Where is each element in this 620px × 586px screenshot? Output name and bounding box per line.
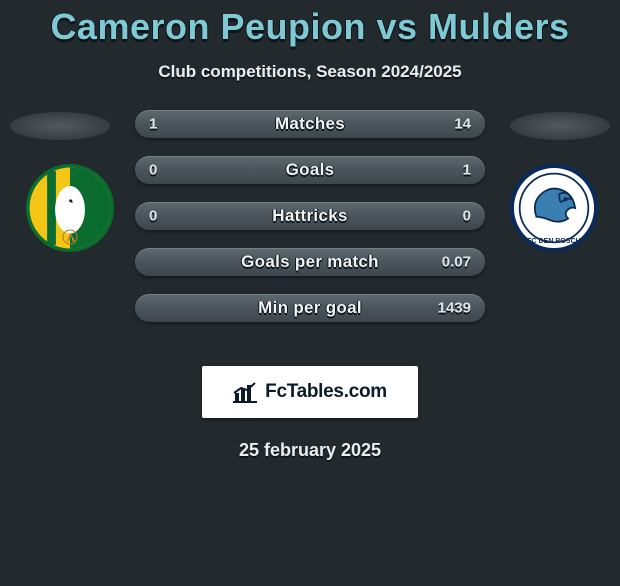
player-slot-right: [510, 112, 610, 140]
comparison-arena: FC DEN BOSCH 1 Matches 14 0 Goals 1 0 Ha…: [0, 110, 620, 360]
stat-right-value: 0.07: [442, 254, 471, 271]
stat-row-matches: 1 Matches 14: [135, 110, 485, 138]
stat-right-value: 1439: [438, 300, 471, 317]
stat-label: Goals per match: [241, 252, 379, 272]
brand-text: FcTables.com: [265, 381, 387, 403]
stat-left-value: 1: [149, 116, 157, 133]
stat-left-value: 0: [149, 208, 157, 225]
bar-chart-icon: [233, 381, 259, 403]
svg-text:FC DEN BOSCH: FC DEN BOSCH: [527, 238, 581, 245]
ado-den-haag-icon: [26, 164, 114, 252]
player-slot-left: [10, 112, 110, 140]
stat-row-goals-per-match: Goals per match 0.07: [135, 248, 485, 276]
stat-label: Matches: [275, 114, 345, 134]
stat-label: Min per goal: [258, 298, 362, 318]
stat-row-goals: 0 Goals 1: [135, 156, 485, 184]
fc-den-bosch-icon: FC DEN BOSCH: [510, 164, 598, 252]
page-title: Cameron Peupion vs Mulders: [0, 6, 620, 48]
stat-label: Goals: [286, 160, 335, 180]
stat-label: Hattricks: [272, 206, 347, 226]
brand-badge: FcTables.com: [202, 366, 418, 418]
date-label: 25 february 2025: [0, 440, 620, 461]
stat-right-value: 1: [463, 162, 471, 179]
subtitle: Club competitions, Season 2024/2025: [0, 62, 620, 82]
club-badge-right: FC DEN BOSCH: [510, 164, 598, 252]
stats-list: 1 Matches 14 0 Goals 1 0 Hattricks 0 Goa…: [135, 110, 485, 340]
club-badge-left: [26, 164, 114, 252]
stat-right-value: 0: [463, 208, 471, 225]
stat-row-min-per-goal: Min per goal 1439: [135, 294, 485, 322]
stat-row-hattricks: 0 Hattricks 0: [135, 202, 485, 230]
stat-right-value: 14: [454, 116, 471, 133]
stat-left-value: 0: [149, 162, 157, 179]
